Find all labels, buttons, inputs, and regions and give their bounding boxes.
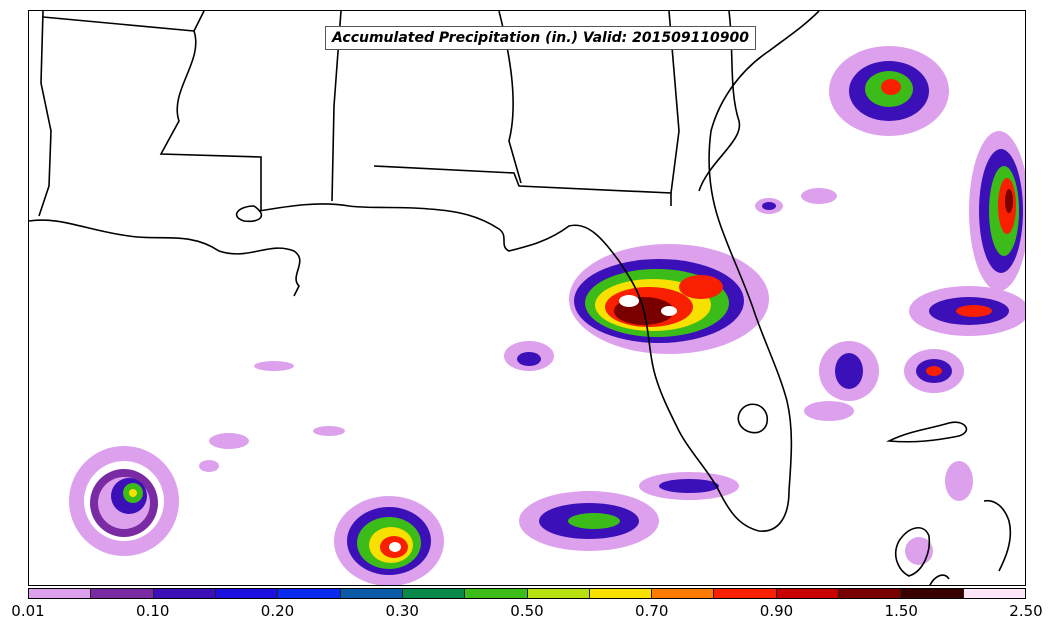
coastline-layer (29, 11, 1012, 585)
colorbar-segment (215, 589, 279, 598)
colorbar-segment (29, 589, 92, 598)
map-canvas (29, 11, 1025, 585)
colorbar-tick-label: 0.30 (385, 602, 419, 620)
precipitation-layer (69, 46, 1025, 585)
colorbar-segment (465, 589, 528, 598)
colorbar-segment (340, 589, 403, 598)
colorbar-segment (91, 589, 154, 598)
colorbar-tick-label: 0.01 (11, 602, 45, 620)
colorbar-segment (153, 589, 216, 598)
colorbar-tick-label: 2.50 (1009, 602, 1043, 620)
colorbar-tick-label: 0.10 (136, 602, 170, 620)
colorbar-tick-label: 0.50 (510, 602, 544, 620)
colorbar-segment (589, 589, 653, 598)
colorbar-segment (652, 589, 715, 598)
colorbar-segment (402, 589, 466, 598)
colorbar-segment (527, 589, 590, 598)
colorbar-tick-label: 0.20 (260, 602, 295, 620)
colorbar (28, 588, 1026, 599)
colorbar-segment (963, 589, 1025, 598)
colorbar-tick-labels: 0.01 0.10 0.20 0.30 0.50 0.70 0.90 1.50 2.50 (0, 602, 1054, 626)
colorbar-segment (776, 589, 840, 598)
colorbar-tick-label: 0.90 (759, 602, 794, 620)
colorbar-segment (278, 589, 341, 598)
colorbar-segment (839, 589, 902, 598)
colorbar-segment (714, 589, 777, 598)
colorbar-segment (901, 589, 964, 598)
colorbar-tick-label: 1.50 (884, 602, 918, 620)
map-frame: Accumulated Precipitation (in.) Valid: 2… (28, 10, 1026, 586)
map-title: Accumulated Precipitation (in.) Valid: 2… (325, 26, 757, 50)
colorbar-tick-label: 0.70 (635, 602, 669, 620)
